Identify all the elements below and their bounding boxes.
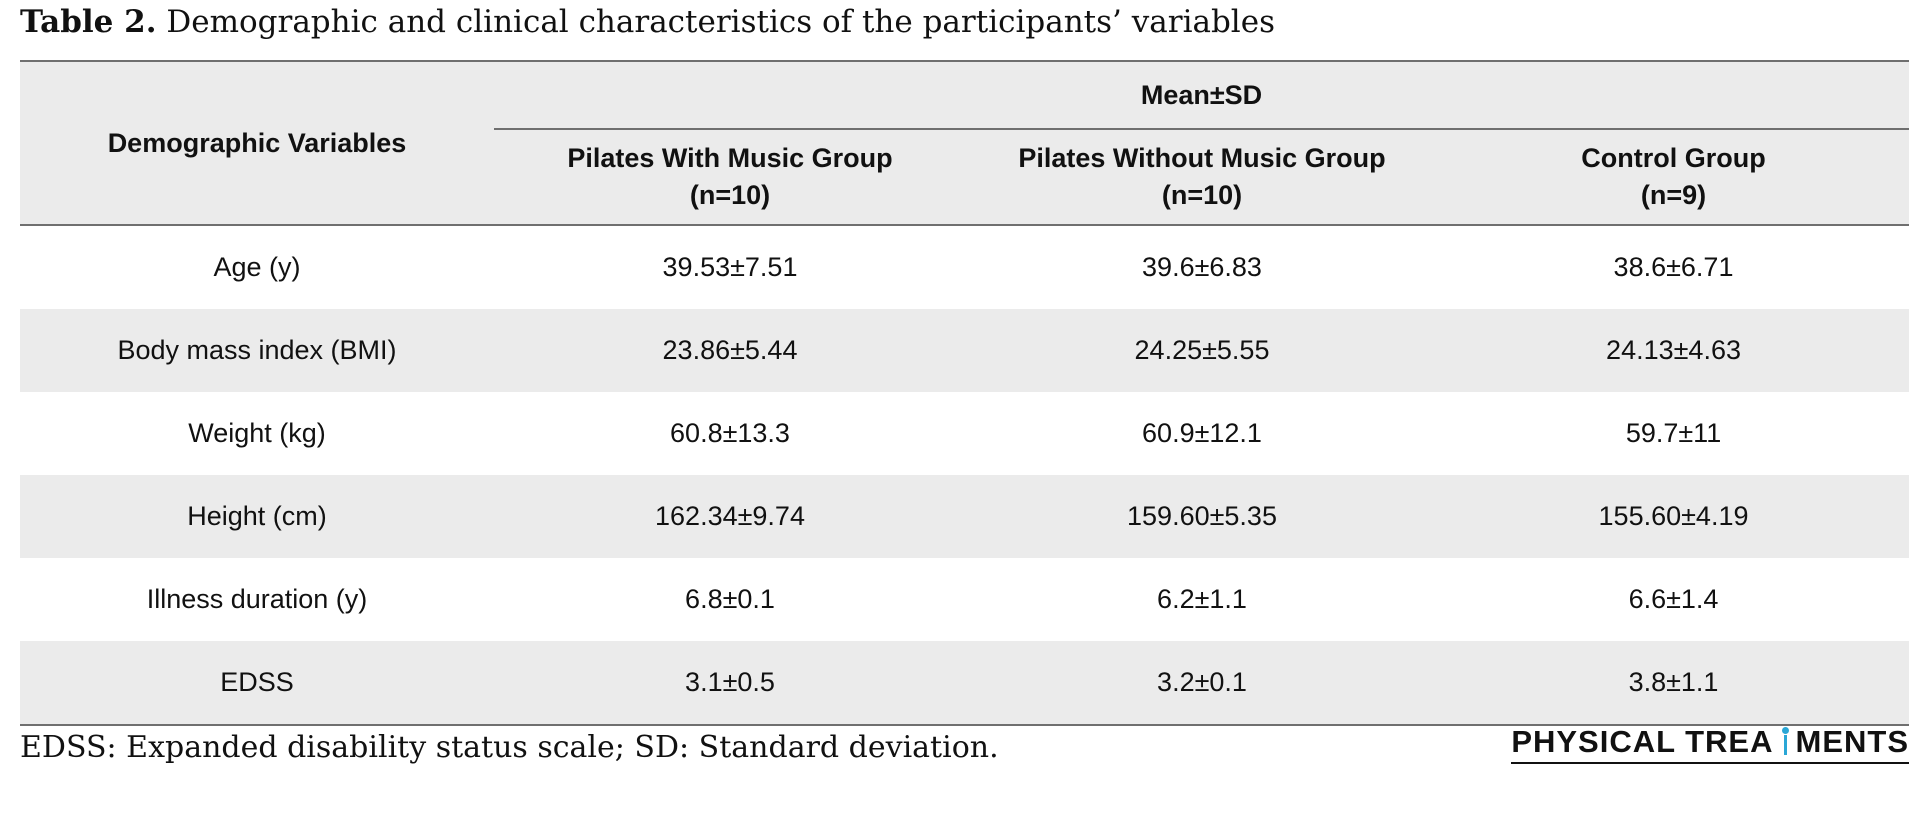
demographics-table: Demographic Variables Mean±SD Pilates Wi…	[20, 60, 1910, 726]
table-footnote: EDSS: Expanded disability status scale; …	[20, 730, 999, 765]
column-n: (n=10)	[1161, 180, 1243, 210]
cell-value: 60.9±12.1	[1142, 418, 1262, 448]
header-mean-sd: Mean±SD	[494, 60, 1910, 130]
cell-value: 155.60±4.19	[1598, 501, 1749, 531]
header-row-group: Demographic Variables Mean±SD	[20, 60, 1910, 226]
cell-value: 38.6±6.71	[1613, 252, 1734, 282]
logo-text-start: PHYSICAL TREA	[1511, 724, 1774, 759]
header-demographic-variables: Demographic Variables	[20, 60, 494, 226]
journal-logo: PHYSICAL TREA MENTS	[1511, 724, 1909, 764]
cell-value: 39.6±6.83	[1142, 252, 1262, 282]
cell-value: 6.2±1.1	[1157, 584, 1247, 614]
cell-value: 24.13±4.63	[1606, 335, 1741, 365]
row-variable: Height (cm)	[187, 501, 327, 531]
column-name: Pilates With Music Group	[567, 143, 893, 173]
table-row: Illness duration (y) 6.8±0.1 6.2±1.1 6.6…	[20, 558, 1909, 641]
column-name: Control Group	[1581, 143, 1766, 173]
table-caption-text: Demographic and clinical characteristics…	[166, 4, 1275, 40]
cell-value: 159.60±5.35	[1127, 501, 1277, 531]
column-name: Pilates Without Music Group	[1018, 143, 1386, 173]
header-pilates-with-music: Pilates With Music Group (n=10)	[494, 129, 966, 226]
cell-value: 39.53±7.51	[662, 252, 798, 282]
table-row: Age (y) 39.53±7.51 39.6±6.83 38.6±6.71	[20, 225, 1909, 309]
cell-value: 60.8±13.3	[670, 418, 790, 448]
cell-value: 59.7±11	[1625, 418, 1722, 448]
logo-text-end: MENTS	[1795, 724, 1909, 759]
table-row: Body mass index (BMI) 23.86±5.44 24.25±5…	[20, 309, 1910, 392]
column-n: (n=10)	[689, 180, 771, 210]
row-variable: Weight (kg)	[188, 418, 326, 448]
cell-value: 3.2±0.1	[966, 641, 1438, 726]
row-variable: Body mass index (BMI)	[117, 335, 397, 365]
cell-value: 3.8±1.1	[1438, 641, 1910, 726]
table-row: Height (cm) 162.34±9.74 159.60±5.35 155.…	[20, 475, 1910, 558]
row-variable: EDSS	[20, 641, 494, 726]
table-container: Demographic Variables Mean±SD Pilates Wi…	[20, 60, 1910, 726]
cell-value: 3.1±0.5	[494, 641, 966, 726]
header-control-group: Control Group (n=9)	[1438, 129, 1910, 226]
table-caption-label: Table 2.	[20, 4, 157, 40]
cell-value: 6.6±1.4	[1628, 584, 1719, 614]
row-variable: Illness duration (y)	[146, 584, 368, 614]
person-figure-icon	[1776, 727, 1794, 755]
table-caption: Table 2. Demographic and clinical charac…	[20, 4, 1275, 40]
column-n: (n=9)	[1640, 180, 1707, 210]
cell-value: 24.25±5.55	[1134, 335, 1270, 365]
table-row: EDSS 3.1±0.5 3.2±0.1 3.8±1.1	[20, 641, 1910, 726]
cell-value: 23.86±5.44	[662, 335, 798, 365]
row-variable: Age (y)	[213, 252, 301, 282]
cell-value: 6.8±0.1	[685, 584, 775, 614]
table-row: Weight (kg) 60.8±13.3 60.9±12.1 59.7±11	[20, 392, 1909, 475]
table-body: Age (y) 39.53±7.51 39.6±6.83 38.6±6.71 B…	[20, 225, 1910, 726]
header-row-columns: Pilates With Music Group (n=10) Pilates …	[20, 129, 1910, 226]
header-pilates-without-music: Pilates Without Music Group (n=10)	[966, 129, 1438, 226]
cell-value: 162.34±9.74	[655, 501, 805, 531]
